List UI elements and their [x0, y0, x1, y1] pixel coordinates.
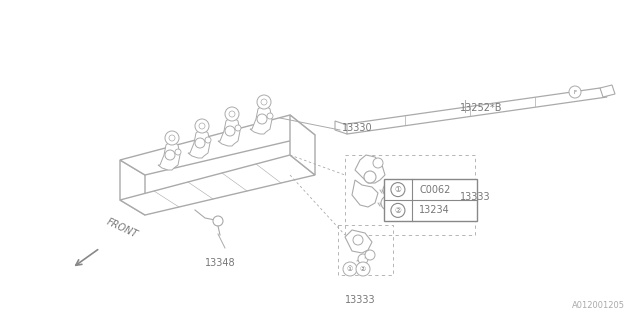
Text: ①: ① [347, 266, 353, 272]
Polygon shape [340, 88, 607, 134]
Polygon shape [120, 160, 145, 215]
Text: FRONT: FRONT [105, 217, 140, 240]
Circle shape [165, 131, 179, 145]
Polygon shape [218, 116, 240, 146]
Circle shape [205, 137, 211, 143]
Circle shape [364, 171, 376, 183]
Circle shape [235, 125, 241, 131]
Circle shape [169, 135, 175, 141]
Polygon shape [120, 115, 315, 175]
Circle shape [428, 183, 442, 197]
Circle shape [358, 254, 368, 264]
Circle shape [195, 138, 205, 148]
Text: A012001205: A012001205 [572, 301, 625, 310]
Text: ②: ② [360, 266, 366, 272]
Circle shape [213, 216, 223, 226]
Polygon shape [158, 140, 180, 170]
Polygon shape [355, 155, 385, 183]
Circle shape [257, 95, 271, 109]
Circle shape [428, 196, 442, 210]
Circle shape [569, 86, 581, 98]
Polygon shape [345, 230, 372, 253]
Text: F: F [573, 90, 577, 94]
Circle shape [353, 235, 363, 245]
Circle shape [343, 262, 357, 276]
Circle shape [373, 158, 383, 168]
Text: ①: ① [394, 185, 401, 194]
Circle shape [257, 114, 267, 124]
Text: 13330: 13330 [342, 123, 372, 133]
Polygon shape [600, 85, 615, 97]
Circle shape [165, 150, 175, 160]
Circle shape [225, 126, 235, 136]
Circle shape [199, 123, 205, 129]
Circle shape [365, 250, 375, 260]
Circle shape [267, 113, 273, 119]
Circle shape [195, 119, 209, 133]
Circle shape [229, 111, 235, 117]
Text: 13333: 13333 [460, 192, 491, 202]
Polygon shape [352, 180, 378, 207]
Circle shape [225, 107, 239, 121]
Text: 13234: 13234 [419, 205, 450, 215]
Circle shape [381, 196, 395, 210]
Text: 13348: 13348 [205, 258, 236, 268]
Text: 13333: 13333 [345, 295, 375, 305]
Circle shape [383, 183, 397, 197]
Polygon shape [335, 121, 347, 134]
Polygon shape [120, 155, 315, 215]
Text: ②: ② [432, 200, 438, 206]
Polygon shape [188, 128, 210, 158]
Text: ②: ② [394, 206, 401, 215]
Circle shape [356, 262, 370, 276]
Text: ①: ① [432, 187, 438, 193]
Text: 13252*B: 13252*B [460, 103, 502, 113]
Polygon shape [290, 115, 315, 175]
Circle shape [391, 204, 405, 217]
Bar [345, 155, 475, 235]
Circle shape [261, 99, 267, 105]
Circle shape [175, 149, 181, 155]
Circle shape [391, 183, 405, 196]
Bar [384, 179, 477, 221]
Bar [338, 225, 393, 275]
Text: C0062: C0062 [419, 185, 451, 195]
Polygon shape [250, 104, 272, 134]
